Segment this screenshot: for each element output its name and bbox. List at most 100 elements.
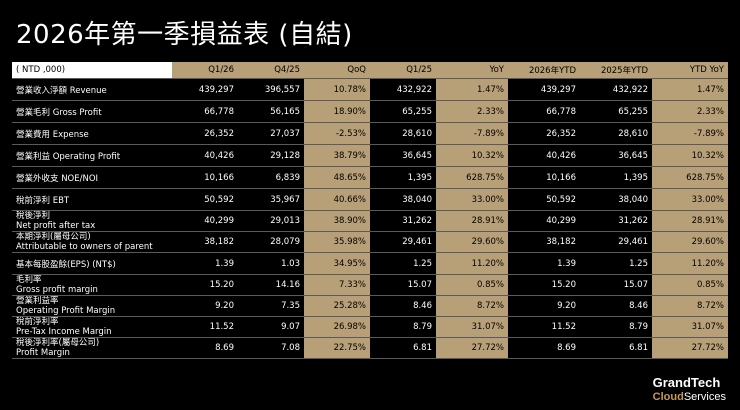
header-yoy: YoY [436,62,508,79]
table-row: 營業收入淨額 Revenue 439,297 396,557 10.78% 432,92… [12,78,728,101]
logo-services: Services [683,391,726,403]
table-cell: 28,610 [580,122,652,145]
row-label-line: 營業利益 Operating Profit [16,151,121,162]
table-cell: 28,079 [238,231,304,253]
table-cell: 8.72% [652,295,728,317]
row-label: 營業費用 Expense [12,122,172,145]
table-cell: 34.95% [304,252,370,275]
table-cell: 25.28% [304,295,370,317]
table-row: 稅後淨利 Net profit after tax 40,299 29,013 38.9… [12,210,728,232]
table-cell: 432,922 [580,78,652,101]
logo-line1: GrandTech [652,375,721,390]
table-cell: 10,166 [508,166,580,189]
header-qoq: QoQ [304,62,370,79]
row-label: 營業外收支 NOE/NOI [12,166,172,189]
table-cell: 31.07% [652,316,728,338]
table-cell: 439,297 [172,78,238,101]
row-label-line: Operating Profit Margin [16,306,116,316]
table-cell: 7.08 [238,337,304,359]
table-cell: 432,922 [370,78,436,101]
table-cell: 2.33% [652,100,728,123]
table-row: 營業費用 Expense 26,352 27,037 -2.53% 28,610 -7.8… [12,122,728,145]
table-cell: 26,352 [508,122,580,145]
row-label: 營業利益率 Operating Profit Margin [12,295,172,317]
table-cell: 38,182 [508,231,580,253]
row-label-line: 稅前淨利率 [16,317,59,327]
table-cell: 26.98% [304,316,370,338]
table-row: 稅後淨利率(屬母公司) Profit Margin 8.69 7.08 22.75% 6.… [12,337,728,359]
row-label-line: 稅後淨利 [16,211,51,221]
table-cell: 33.00% [652,188,728,211]
table-cell: 1.03 [238,252,304,275]
row-label: 稅前淨利 EBT [12,188,172,211]
table-row: 本期淨利(屬母公司) Attributable to owners of pare… [12,231,728,253]
table-cell: 628.75% [436,166,508,189]
table-cell: 31,262 [370,210,436,232]
table-cell: 2.33% [436,100,508,123]
table-cell: 8.72% [436,295,508,317]
row-label-line: Net profit after tax [16,221,96,231]
header-q1-25: Q1/25 [370,62,436,79]
table-cell: 396,557 [238,78,304,101]
table-cell: 8.46 [580,295,652,317]
table-cell: 31,262 [580,210,652,232]
table-cell: 38.79% [304,144,370,167]
table-cell: 15.20 [172,274,238,296]
table-cell: 40,426 [172,144,238,167]
table-cell: 29.60% [652,231,728,253]
row-label: 毛利率 Gross profit margin [12,274,172,296]
table-cell: 9.20 [172,295,238,317]
table-cell: 40,299 [172,210,238,232]
table-cell: 65,255 [370,100,436,123]
table-cell: 8.79 [580,316,652,338]
header-unit: ( NTD ,000) [12,62,172,79]
header-2026-ytd: 2026年YTD [508,62,580,79]
row-label-line: Gross profit margin [16,285,98,295]
table-cell: 26,352 [172,122,238,145]
table-cell: 11.52 [508,316,580,338]
table-row: 稅前淨利率 Pre-Tax Income Margin 11.52 9.07 26.98… [12,316,728,338]
table-cell: 11.20% [652,252,728,275]
row-label: 營業利益 Operating Profit [12,144,172,167]
table-cell: 35.98% [304,231,370,253]
table-cell: 48.65% [304,166,370,189]
table-cell: 6,839 [238,166,304,189]
table-cell: 29,128 [238,144,304,167]
table-cell: 628.75% [652,166,728,189]
table-cell: 1.39 [508,252,580,275]
table-cell: 66,778 [172,100,238,123]
table-cell: 38.90% [304,210,370,232]
table-cell: 6.81 [580,337,652,359]
header-ytd-yoy: YTD YoY [652,62,728,79]
row-label-line: Attributable to owners of parent [16,242,153,252]
table-cell: 33.00% [436,188,508,211]
table-cell: 65,255 [580,100,652,123]
table-cell: 36,645 [370,144,436,167]
table-cell: 27.72% [652,337,728,359]
table-cell: 1,395 [370,166,436,189]
table-cell: 28.91% [652,210,728,232]
row-label-line: 毛利率 [16,275,42,285]
row-label-line: 營業利益率 [16,296,59,306]
table-cell: 38,040 [580,188,652,211]
table-cell: 0.85% [652,274,728,296]
table-cell: 8.69 [508,337,580,359]
table-cell: 8.69 [172,337,238,359]
table-cell: 27,037 [238,122,304,145]
table-cell: 66,778 [508,100,580,123]
table-cell: 7.35 [238,295,304,317]
table-cell: 6.81 [370,337,436,359]
table-cell: 29.60% [436,231,508,253]
table-cell: 0.85% [436,274,508,296]
table-cell: 10.32% [436,144,508,167]
row-label-line: Pre-Tax Income Margin [16,327,112,337]
row-label: 本期淨利(屬母公司) Attributable to owners of pare… [12,231,172,253]
table-cell: 1.25 [580,252,652,275]
table-cell: 8.79 [370,316,436,338]
row-label: 稅後淨利率(屬母公司) Profit Margin [12,337,172,359]
table-cell: 1.47% [652,78,728,101]
table-cell: -7.89% [652,122,728,145]
table-cell: 40.66% [304,188,370,211]
table-cell: 8.46 [370,295,436,317]
table-cell: 50,592 [508,188,580,211]
